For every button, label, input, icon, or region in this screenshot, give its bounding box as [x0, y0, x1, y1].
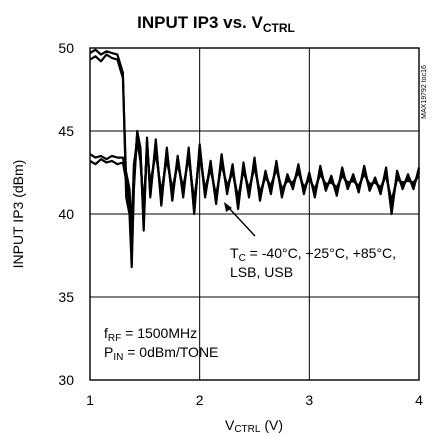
x-tick-label-1: 2: [196, 392, 204, 408]
plot-frame: [89, 47, 420, 381]
annotation-temp-tc-rest: = -40°C, +25°C, +85°C,: [246, 245, 396, 261]
watermark-label: MAX19792 toc16: [421, 65, 428, 119]
x-axis-label: VCTRL (V): [225, 417, 283, 435]
annotation-pin-rest: = 0dBm/TONE: [123, 344, 218, 360]
annotation-frf-rest: = 1500MHz: [121, 325, 197, 341]
annotation-pin-main: P: [104, 344, 113, 360]
chart-title-sub: CTRL: [263, 21, 295, 35]
x-tick-labels: 1 2 3 4: [86, 392, 423, 408]
x-tick-label-2: 3: [305, 392, 313, 408]
x-axis-label-sub: CTRL: [234, 424, 261, 435]
series-group: [89, 48, 421, 269]
y-tick-label-2: 40: [58, 206, 74, 222]
annotation-temp-tc-main: T: [230, 245, 239, 261]
annotation-temp-line2: LSB, USB: [230, 264, 293, 280]
x-tick-label-0: 1: [86, 392, 94, 408]
annotation-temp-tc-sub: C: [239, 253, 246, 264]
y-tick-label-0: 30: [58, 372, 74, 388]
annotation-temp-line1: TC = -40°C, +25°C, +85°C,: [230, 245, 396, 264]
series-line-3: [89, 139, 420, 232]
y-tick-labels: 30 35 40 45 50: [58, 40, 74, 388]
annotation-frf-sub: RF: [108, 333, 121, 344]
y-tick-label-4: 50: [58, 40, 74, 56]
annotation-pin-sub: IN: [113, 352, 123, 363]
y-axis-label: INPUT IP3 (dBm): [10, 160, 26, 269]
annotation-frf-main: f: [104, 325, 108, 341]
y-tick-label-1: 35: [58, 289, 74, 305]
x-tick-label-3: 4: [415, 392, 423, 408]
chart-title: INPUT IP3 vs. VCTRL: [137, 13, 295, 35]
annotation-arrowhead: [224, 202, 232, 212]
annotation-frf: fRF = 1500MHz: [104, 325, 197, 344]
chart-title-main: INPUT IP3 vs. V: [137, 13, 263, 32]
x-axis-label-main: V: [225, 417, 235, 433]
x-axis-label-unit: (V): [260, 417, 283, 433]
annotation-pin: PIN = 0dBm/TONE: [104, 344, 218, 363]
y-tick-label-3: 45: [58, 123, 74, 139]
annotation-leader-line: [227, 206, 256, 237]
